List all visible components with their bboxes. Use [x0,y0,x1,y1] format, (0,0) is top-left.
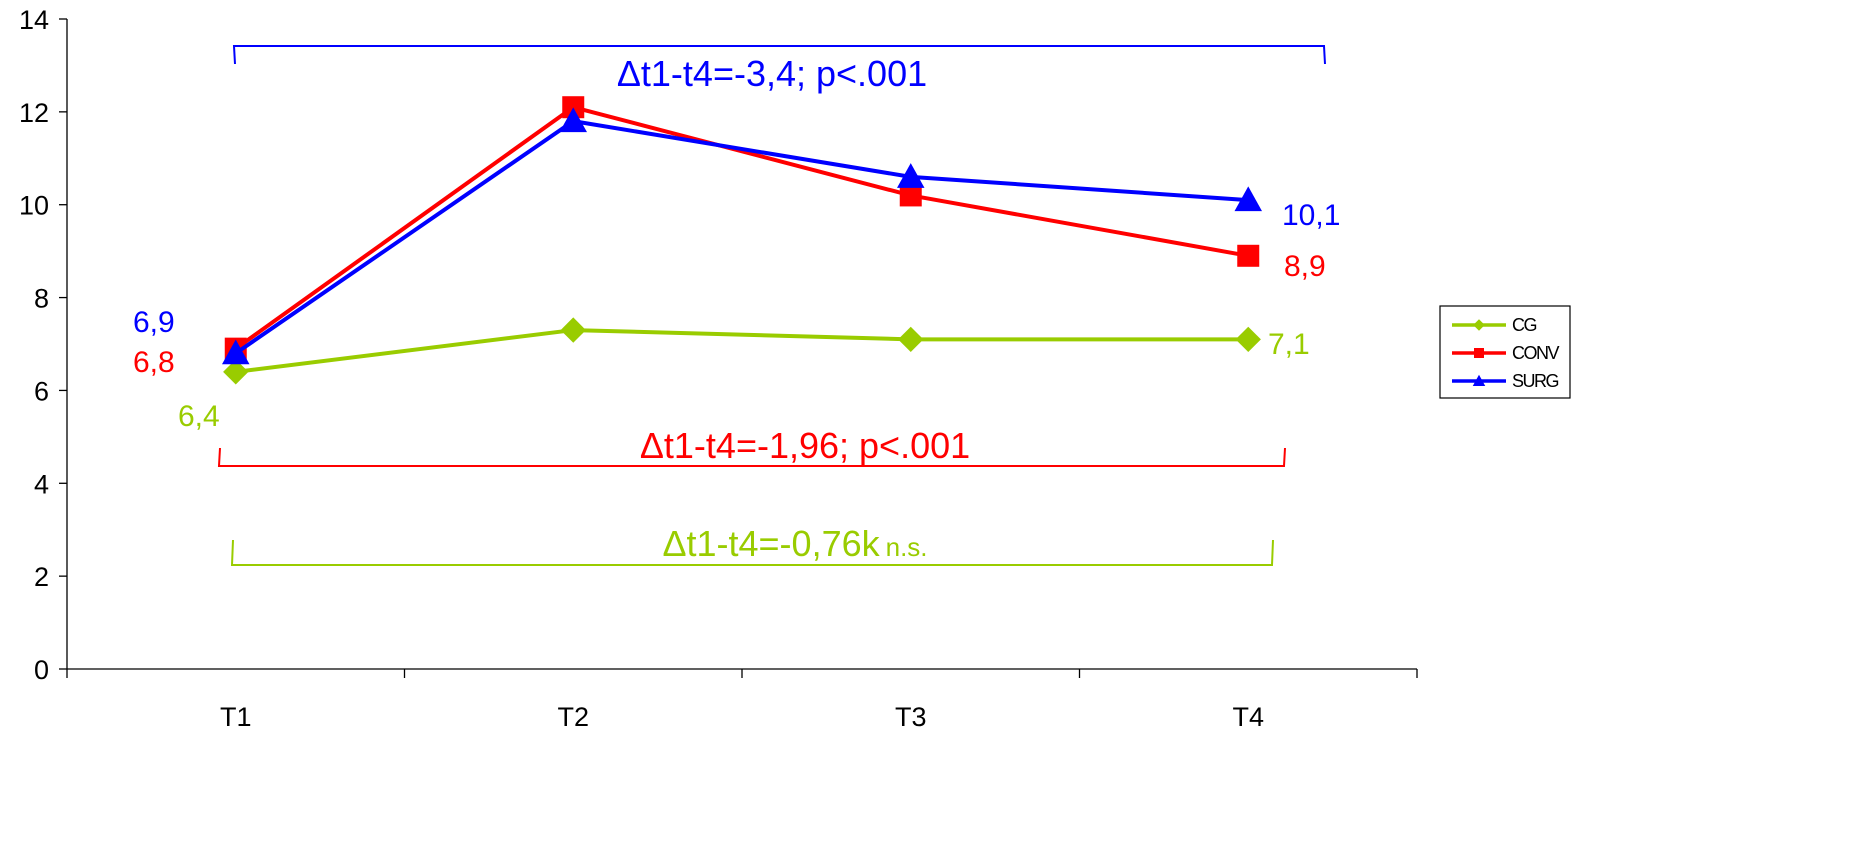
y-tick-label: 0 [34,655,49,685]
x-tick-label: T1 [220,702,252,732]
y-tick-label: 8 [34,284,49,314]
annotation-brackets: Δt1-t4=-3,4; p<.001 Δt1-t4=-1,96; p<.001 Δ… [217,45,1326,566]
data-point-conv [1237,244,1260,267]
series-line-conv [234,105,1249,351]
x-tick-label: T3 [895,702,927,732]
legend-marker-conv [1474,348,1484,358]
series-lines [222,96,1262,385]
x-tick-label: T2 [557,702,589,732]
legend-marker-surg [1472,374,1486,386]
data-point-surg [222,339,250,365]
data-point-conv [899,184,922,207]
y-tick-label: 6 [34,376,49,406]
legend-marker-cg [1473,319,1485,331]
annotation-bracket [232,45,1326,65]
legend-label: SURG [1512,371,1559,391]
series-line-cg [235,328,1249,374]
annotation-text: Δt1-t4=-0,76k n.s. [662,523,927,564]
annotation-main: Δt1-t4=-3,4; p<.001 [617,53,927,94]
annotation-main: Δt1-t4=-0,76k [662,523,880,564]
x-tick-label: T4 [1232,702,1264,732]
data-point-surg [559,107,587,133]
data-label: 6,4 [178,400,220,433]
data-point-cg [223,359,249,385]
data-label: 6,8 [133,346,175,379]
y-tick-label: 2 [34,562,49,592]
data-point-cg [560,317,586,343]
data-point-surg [1234,186,1262,212]
annotation-note: n.s. [886,532,928,562]
annotation-text: Δt1-t4=-1,96; p<.001 [640,425,970,466]
data-labels: 6,9 6,86,4 10,1 8,9 7,1 [133,199,1340,433]
data-label: 6,9 [133,306,175,339]
y-tick-label: 10 [19,191,49,221]
annotation-bracket [217,447,1286,467]
data-label: 7,1 [1268,328,1310,361]
data-label: 10,1 [1282,199,1340,232]
y-tick-label: 12 [19,98,49,128]
data-point-cg [898,326,924,353]
data-point-cg [1235,326,1261,353]
legend-label: CONV [1512,343,1559,363]
data-label: 8,9 [1284,250,1326,283]
annotation-main: Δt1-t4=-1,96; p<.001 [640,425,970,466]
y-tick-label: 4 [34,469,49,499]
series-line-surg [234,119,1249,355]
annotation-text: Δt1-t4=-3,4; p<.001 [617,53,927,94]
legend: CG CONV SURG [1439,305,1571,399]
legend-label: CG [1512,315,1536,335]
data-point-conv [562,96,585,119]
data-point-surg [897,163,925,188]
axes: 0 2 4 6 8 10 12 14 T1 T2 T3 T4 [19,5,1418,732]
annotation-bracket [230,539,1274,566]
y-tick-label: 14 [19,5,49,35]
